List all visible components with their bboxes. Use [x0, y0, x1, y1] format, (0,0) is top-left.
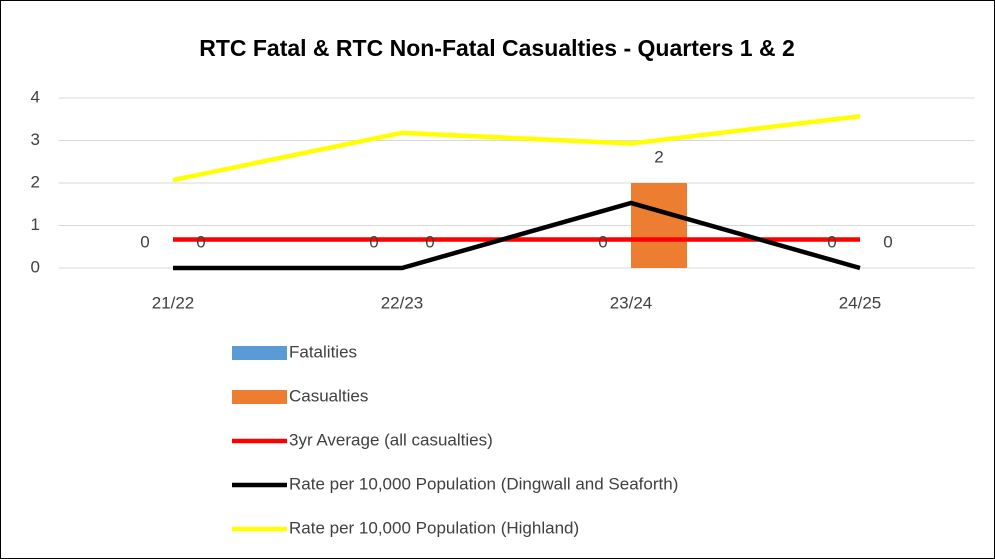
data-label: 0: [369, 232, 378, 251]
data-label: 0: [425, 232, 434, 251]
x-tick-label: 21/22: [152, 293, 195, 312]
legend-swatch: [232, 346, 287, 360]
data-label: 0: [598, 232, 607, 251]
data-label: 0: [140, 232, 149, 251]
x-tick-label: 23/24: [610, 293, 653, 312]
bar: [631, 183, 687, 268]
y-tick-label: 3: [31, 130, 40, 149]
legend-label: Rate per 10,000 Population (Highland): [289, 518, 579, 537]
legend-label: Fatalities: [289, 342, 357, 361]
legend-label: Casualties: [289, 386, 368, 405]
chart-title: RTC Fatal & RTC Non-Fatal Casualties - Q…: [199, 35, 795, 61]
y-tick-label: 1: [31, 215, 40, 234]
line-series: [172, 114, 861, 183]
x-tick-label: 22/23: [381, 293, 424, 312]
x-tick-label: 24/25: [839, 293, 882, 312]
legend-label: Rate per 10,000 Population (Dingwall and…: [289, 474, 678, 493]
y-tick-label: 2: [31, 172, 40, 191]
y-tick-label: 4: [31, 87, 40, 106]
data-label: 0: [827, 232, 836, 251]
data-label: 0: [883, 232, 892, 251]
line-series: [173, 200, 861, 271]
legend-swatch: [232, 390, 287, 404]
data-label: 0: [196, 232, 205, 251]
legend-label: 3yr Average (all casualties): [289, 430, 493, 449]
y-tick-label: 0: [31, 257, 40, 276]
data-label: 2: [654, 147, 663, 166]
